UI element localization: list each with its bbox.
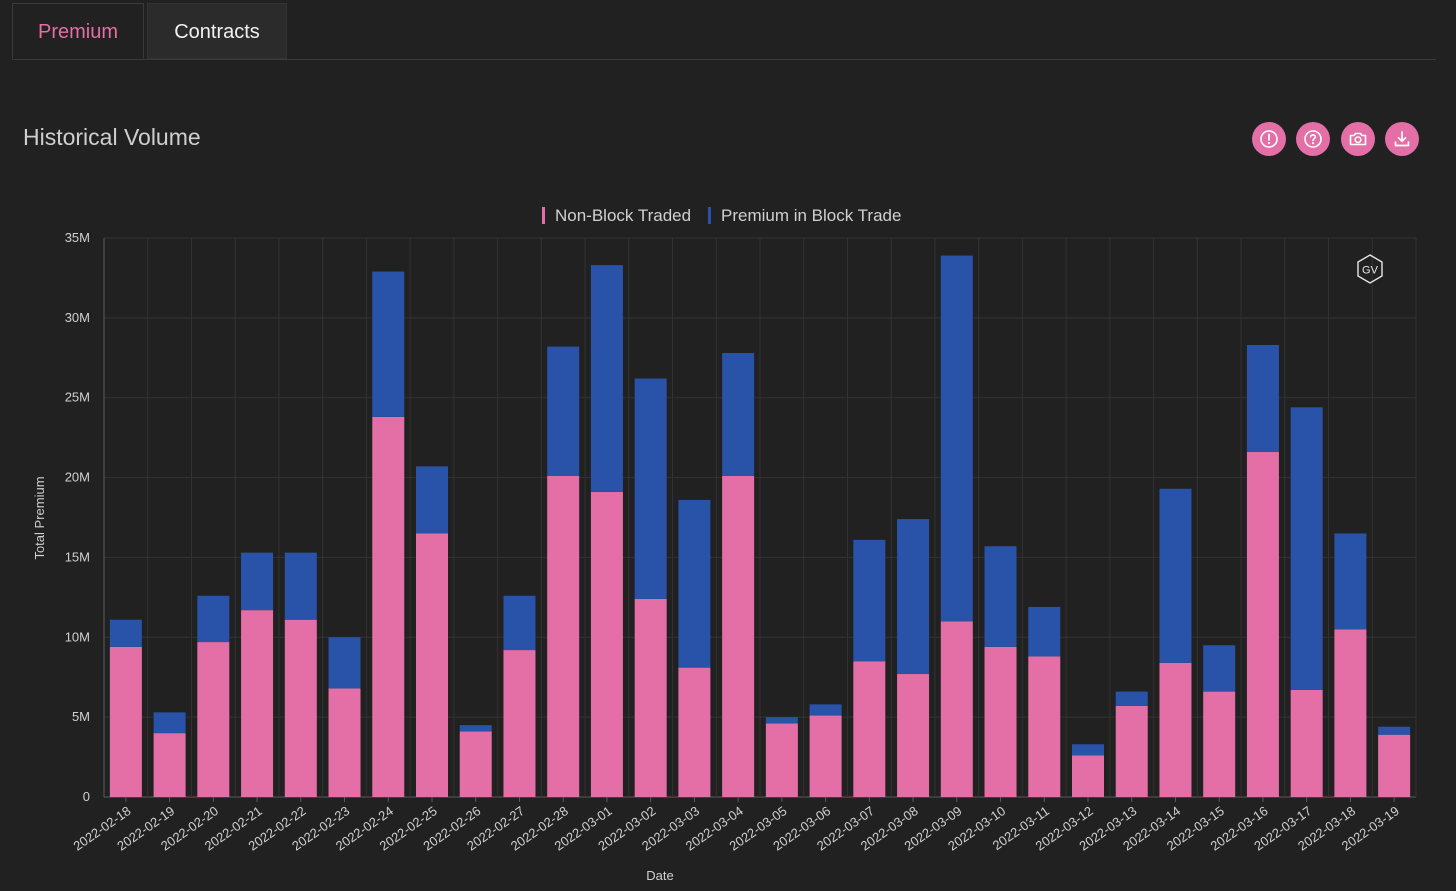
bar-non-block [1115,705,1148,797]
tab-contracts[interactable]: Contracts [147,3,287,59]
bar-block-trade [1246,345,1279,453]
alert-button[interactable] [1252,122,1286,156]
bar-non-block [1028,656,1061,797]
bar-non-block [547,475,580,797]
bar-non-block [153,733,186,797]
bar-non-block [241,610,274,797]
download-icon [1394,131,1410,147]
bar-non-block [722,475,755,797]
camera-icon [1349,132,1367,146]
bar-non-block [897,674,930,797]
bar-block-trade [1334,533,1367,630]
gv-logo-hexagon [1357,254,1383,284]
download-button[interactable] [1385,122,1419,156]
y-tick-label: 15M [65,549,90,564]
y-tick-label: 20M [65,470,90,485]
bar-non-block [1290,689,1323,797]
alert-icon [1260,130,1278,148]
gv-logo-text: GV [1362,265,1379,277]
bar-non-block [1246,452,1279,797]
tab-premium[interactable]: Premium [12,3,144,59]
bar-block-trade [809,704,842,716]
bar-non-block [984,646,1017,797]
bar-non-block [1378,734,1411,797]
bar-non-block [765,723,798,797]
bar-non-block [109,646,142,797]
bar-block-trade [1072,744,1104,756]
bar-block-trade [897,519,930,675]
bar-non-block [1159,662,1192,797]
bar-non-block [853,661,886,797]
bar-non-block [503,650,536,797]
bar-block-trade [634,378,667,599]
y-tick-label: 0 [83,789,90,804]
bar-non-block [940,621,973,797]
bar-non-block [809,715,842,797]
legend-swatch [542,207,545,224]
bar-block-trade [590,265,623,492]
bar-non-block [459,731,492,797]
bar-block-trade [940,255,973,622]
gv-logo: GV [1357,254,1383,284]
bar-block-trade [153,712,186,734]
help-button[interactable] [1296,122,1330,156]
bar-non-block [1203,691,1236,797]
screenshot-button[interactable] [1341,122,1375,156]
bar-non-block [328,688,361,797]
bar-block-trade [1378,726,1411,735]
bar-block-trade [241,552,274,611]
bar-non-block [590,491,623,797]
historical-volume-chart: 05M10M15M20M25M30M35M2022-02-182022-02-1… [32,206,1417,883]
bar-block-trade [109,619,142,647]
legend-label: Non-Block Traded [555,206,691,225]
help-icon [1304,130,1322,148]
bar-non-block [372,416,405,797]
x-axis-title: Date [646,868,673,883]
bar-non-block [1072,755,1104,797]
bar-block-trade [197,595,230,643]
bar-block-trade [853,539,886,662]
bar-block-trade [459,725,492,732]
legend-swatch [708,207,711,224]
bar-block-trade [1290,407,1323,690]
y-tick-label: 5M [72,709,90,724]
bar-block-trade [1115,691,1148,706]
bar-non-block [284,619,317,797]
bar-block-trade [765,717,798,724]
bar-non-block [416,533,448,797]
y-tick-label: 25M [65,390,90,405]
bar-block-trade [722,352,755,476]
page-title: Historical Volume [23,124,201,150]
bar-non-block [634,598,667,797]
bar-block-trade [284,552,317,620]
bar-non-block [1334,629,1367,797]
bar-non-block [197,642,230,797]
bar-block-trade [1159,488,1192,663]
legend-label: Premium in Block Trade [721,206,901,225]
bar-block-trade [678,499,711,668]
tab-bar: Premium Contracts [12,3,1436,60]
bar-block-trade [372,271,405,417]
bar-block-trade [416,466,448,534]
y-tick-label: 35M [65,230,90,245]
y-tick-label: 10M [65,629,90,644]
bar-non-block [678,667,711,797]
y-tick-label: 30M [65,310,90,325]
y-axis-title: Total Premium [32,476,47,559]
bar-block-trade [984,546,1017,647]
bar-block-trade [1203,645,1236,692]
bar-block-trade [547,346,580,476]
bar-block-trade [503,595,536,651]
bar-block-trade [328,637,361,689]
bar-block-trade [1028,606,1061,657]
